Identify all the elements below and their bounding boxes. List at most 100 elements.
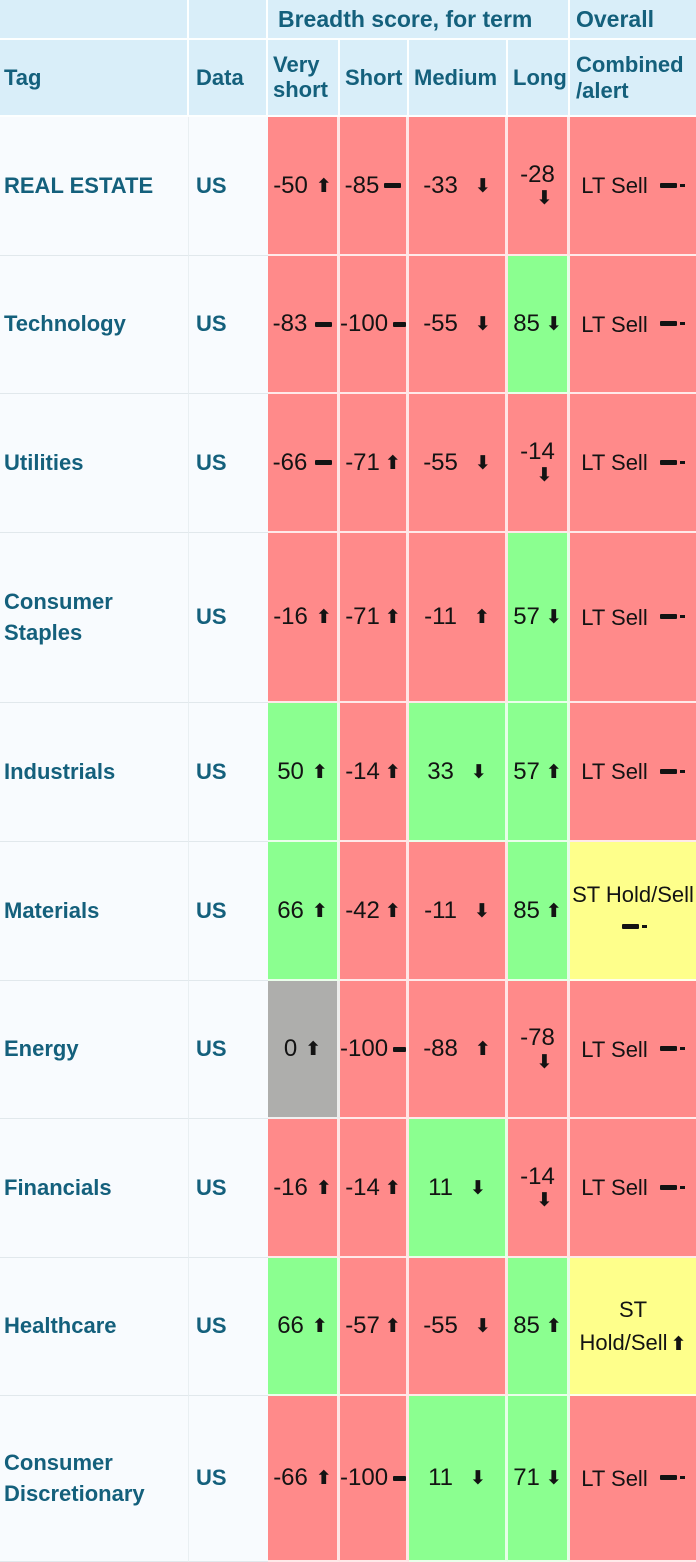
up-trend-icon: ⬆: [545, 1315, 562, 1337]
score-value: 85: [513, 310, 540, 337]
up-trend-icon: ⬆: [315, 606, 332, 628]
data-source-label: US: [196, 758, 227, 784]
data-source-label: US: [196, 1313, 227, 1339]
alert-label: LT Sell: [581, 173, 648, 198]
down-trend-icon: ⬇: [545, 606, 562, 628]
score-value: 33: [427, 757, 454, 785]
up-trend-icon: ⬆: [384, 760, 401, 783]
data-source-label: US: [196, 311, 227, 337]
down-trend-icon: ⬇: [536, 1050, 553, 1073]
down-trend-icon: ⬇: [474, 1315, 491, 1337]
score-cell-long: 57 ⬆: [508, 703, 570, 842]
data-source-label: US: [196, 1174, 227, 1200]
score-cell-very-short: -66 ⬆: [268, 1396, 340, 1562]
clipped-dash-icon: [679, 1185, 685, 1189]
score-cell-long: -14 ⬇: [508, 1119, 570, 1258]
overall-alert-cell: LT Sell: [570, 533, 696, 703]
score-cell-short: -42 ⬆: [340, 842, 409, 981]
flat-trend-icon: [315, 460, 333, 465]
table-row-data-source: US: [189, 1119, 268, 1258]
score-cell-short: -100: [340, 1396, 409, 1562]
score-value: -28: [520, 160, 555, 188]
table-row-tag: REAL ESTATE: [0, 117, 189, 256]
score-value: 66: [277, 896, 304, 924]
score-cell-medium: -11 ⬆: [409, 533, 508, 703]
score-value: -66: [272, 448, 308, 476]
column-header-data: Data: [189, 40, 268, 117]
alert-label: LT Sell: [581, 759, 648, 784]
score-value: 11: [428, 1464, 453, 1491]
flat-trend-icon: [659, 768, 677, 774]
score-value: -83: [272, 310, 308, 337]
down-trend-icon: ⬇: [474, 313, 491, 335]
score-cell-short: -14 ⬆: [340, 703, 409, 842]
score-value: -57: [345, 1312, 380, 1339]
down-trend-icon: ⬇: [470, 760, 487, 783]
up-trend-icon: ⬆: [384, 899, 401, 922]
score-cell-short: -57 ⬆: [340, 1258, 409, 1396]
clipped-dash-icon: [642, 925, 647, 929]
score-cell-very-short: -66: [268, 394, 340, 533]
table-row-tag: Consumer Discretionary: [0, 1396, 189, 1562]
alert-label: ST Hold/Sell: [579, 1297, 668, 1355]
flat-trend-icon: [659, 1184, 677, 1190]
score-value: -14: [345, 757, 380, 785]
score-value: -16: [273, 1173, 308, 1201]
alert-label: LT Sell: [581, 1465, 648, 1491]
clipped-dash-icon: [679, 183, 685, 187]
column-header-medium: Medium: [409, 40, 508, 117]
score-value: 57: [513, 603, 540, 630]
alert-label: LT Sell: [581, 1036, 648, 1062]
up-trend-icon: ⬆: [315, 174, 332, 197]
score-cell-long: -78 ⬇: [508, 981, 570, 1119]
score-cell-long: 57 ⬇: [508, 533, 570, 703]
table-row-tag: Healthcare: [0, 1258, 189, 1396]
down-trend-icon: ⬇: [473, 899, 490, 922]
score-value: 66: [277, 1312, 304, 1339]
overall-alert-cell: LT Sell: [570, 981, 696, 1119]
sector-label: Consumer Discretionary: [4, 1449, 145, 1506]
score-value: 71: [513, 1464, 540, 1491]
score-cell-long: 85 ⬇: [508, 256, 570, 394]
score-cell-very-short: -16 ⬆: [268, 1119, 340, 1258]
score-value: 11: [428, 1173, 453, 1201]
table-row-data-source: US: [189, 703, 268, 842]
score-value: -14: [345, 1173, 380, 1201]
down-trend-icon: ⬇: [545, 1467, 562, 1489]
sector-label: Technology: [4, 311, 126, 337]
down-trend-icon: ⬇: [474, 451, 491, 474]
column-header-very-short: Very short: [268, 40, 340, 117]
flat-trend-icon: [393, 1475, 406, 1481]
score-value: -100: [340, 1035, 389, 1062]
data-source-label: US: [196, 897, 227, 923]
header-group-breadth: Breadth score, for term: [268, 0, 570, 40]
down-trend-icon: ⬇: [474, 174, 491, 197]
alert-label: LT Sell: [581, 604, 648, 630]
clipped-dash-icon: [679, 1476, 685, 1480]
data-source-label: US: [196, 604, 227, 630]
score-cell-short: -71 ⬆: [340, 533, 409, 703]
score-cell-medium: -11 ⬇: [409, 842, 508, 981]
sector-label: Financials: [4, 1174, 112, 1200]
flat-trend-icon: [622, 924, 639, 930]
sector-label: Healthcare: [4, 1313, 117, 1339]
sector-label: Energy: [4, 1036, 79, 1062]
score-cell-short: -85: [340, 117, 409, 256]
score-value: -66: [273, 1464, 308, 1491]
score-cell-medium: -55 ⬇: [409, 1258, 508, 1396]
up-trend-icon: ⬆: [311, 1315, 328, 1337]
down-trend-icon: ⬇: [470, 1467, 486, 1489]
down-trend-icon: ⬇: [536, 1189, 553, 1212]
score-cell-medium: -55 ⬇: [409, 256, 508, 394]
score-value: 85: [513, 896, 540, 924]
score-cell-very-short: -83: [268, 256, 340, 394]
table-row-tag: Industrials: [0, 703, 189, 842]
score-value: -14: [520, 1162, 555, 1190]
score-cell-long: 85 ⬆: [508, 1258, 570, 1396]
score-value: 0: [283, 1035, 298, 1062]
score-cell-very-short: -50 ⬆: [268, 117, 340, 256]
alert-label: LT Sell: [581, 450, 648, 475]
flat-trend-icon: [384, 183, 402, 188]
flat-trend-icon: [659, 1046, 677, 1052]
